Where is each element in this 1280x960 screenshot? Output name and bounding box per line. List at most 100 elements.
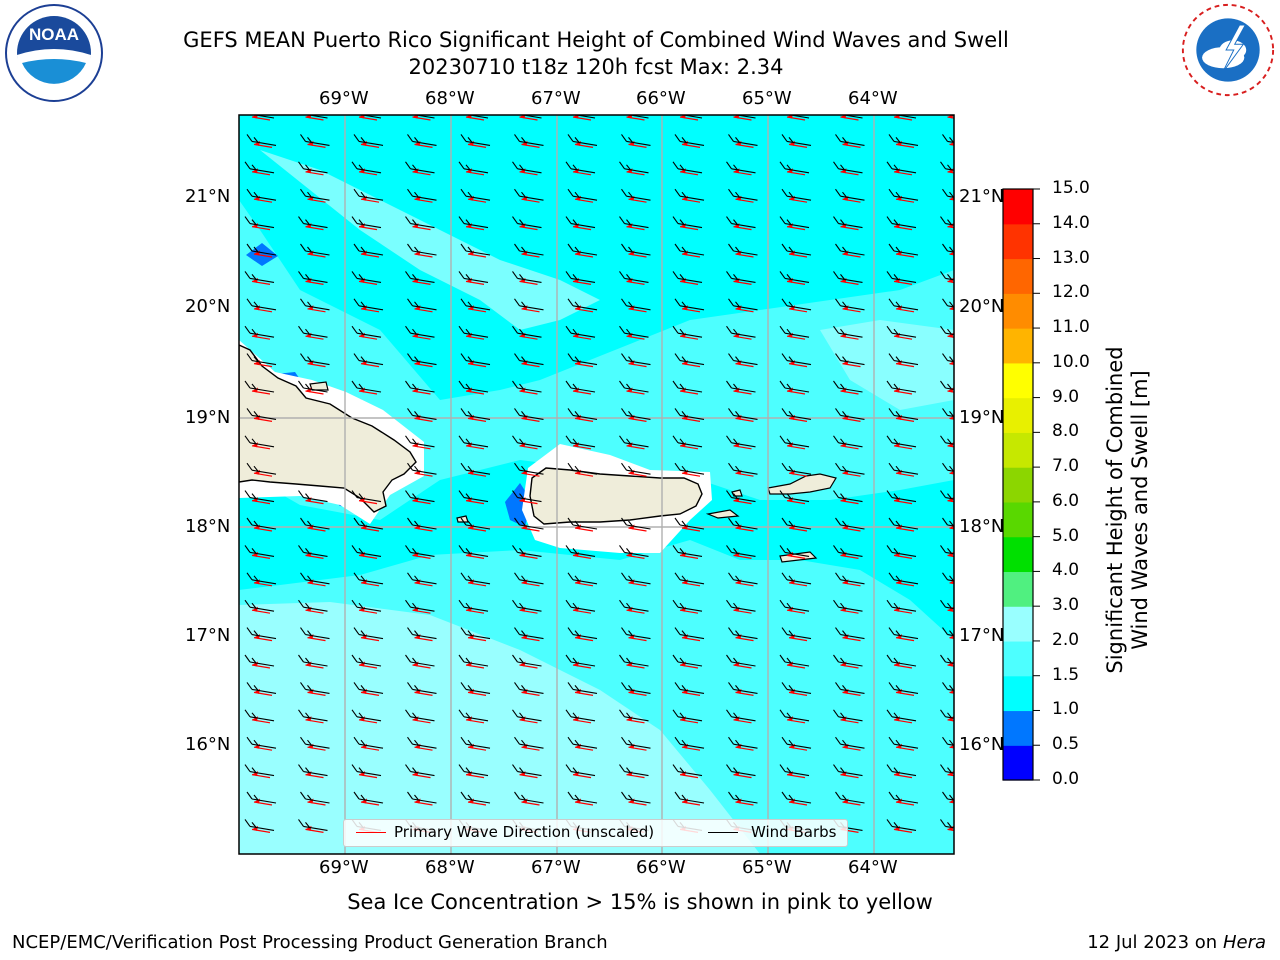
wind-barb — [565, 435, 596, 448]
wind-barb — [300, 517, 330, 530]
wind-barb — [619, 709, 649, 722]
wind-barb — [726, 599, 756, 612]
wind-barb — [779, 380, 810, 393]
wind-barb — [520, 115, 542, 119]
lon-tick-label: 67°W — [531, 857, 581, 878]
wave-direction-arrow — [626, 115, 645, 121]
footer-machine: Hera — [1222, 932, 1266, 953]
wind-barb — [407, 736, 437, 749]
wind-barb — [298, 161, 328, 174]
wind-barb — [567, 682, 598, 694]
wind-barb — [940, 216, 954, 226]
wind-barb — [407, 243, 437, 256]
wind-barb — [781, 627, 812, 640]
wind-barb — [407, 298, 437, 311]
wind-barb — [621, 517, 651, 530]
wind-barb — [888, 462, 919, 475]
wind-barb — [300, 134, 330, 146]
wind-barb-legend-line — [708, 832, 738, 833]
wind-barb — [353, 791, 384, 804]
wind-barb — [246, 462, 277, 475]
wind-barb — [573, 115, 596, 119]
wind-barb — [833, 764, 863, 777]
wave-direction-legend-line — [356, 832, 386, 833]
wind-barb — [621, 627, 651, 640]
wind-barb — [351, 490, 382, 503]
wind-barb — [405, 654, 435, 667]
wind-barb — [565, 380, 596, 393]
colorbar-tick-label: 14.0 — [1052, 212, 1090, 233]
wind-barb — [942, 188, 954, 198]
colorbar-tick-label: 1.5 — [1052, 664, 1080, 685]
wind-barb — [888, 298, 919, 311]
wind-barb — [779, 161, 810, 174]
wind-barb — [942, 517, 954, 527]
wind-barb — [512, 709, 542, 722]
wind-barb — [246, 298, 277, 311]
wind-barb — [940, 271, 954, 281]
wind-barb — [512, 764, 542, 777]
wind-barb — [680, 115, 703, 119]
land-puerto-rico — [529, 467, 703, 525]
land-virgin-islands — [767, 473, 837, 495]
wind-barb — [835, 243, 865, 256]
wind-barb — [833, 271, 863, 283]
wind-barb — [458, 325, 489, 338]
wind-barb — [353, 188, 384, 201]
wind-barb — [514, 134, 544, 146]
wind-barb — [781, 188, 812, 201]
wind-barb — [619, 271, 649, 283]
colorbar-tick-label: 0.5 — [1052, 734, 1080, 755]
wind-barb — [888, 243, 919, 256]
wind-barb — [353, 572, 384, 585]
nws-logo — [1181, 3, 1275, 97]
wind-barb — [940, 161, 954, 171]
wave-direction-arrow — [519, 115, 538, 121]
wind-barb — [246, 408, 277, 420]
wind-barb — [779, 545, 810, 557]
wind-barb — [781, 682, 812, 694]
wind-barb — [565, 216, 596, 229]
wind-barb — [940, 435, 954, 445]
lon-tick-label: 68°W — [425, 857, 475, 878]
lat-tick-label: 19°N — [185, 407, 231, 428]
colorbar-segment — [1003, 467, 1033, 503]
wind-barb — [940, 709, 954, 719]
wind-barb — [460, 134, 491, 146]
wind-barb — [300, 682, 330, 694]
wave-direction-legend-label: Primary Wave Direction (unscaled) — [394, 823, 655, 841]
wind-barb — [458, 435, 489, 448]
wind-barb — [835, 408, 865, 420]
wind-barb — [621, 243, 651, 256]
wind-barb — [888, 791, 919, 804]
wind-barb — [728, 572, 758, 585]
wind-barb — [351, 380, 382, 393]
lat-tick-label: 21°N — [959, 186, 1005, 207]
colorbar-segment — [1003, 640, 1033, 677]
wind-barb — [300, 243, 330, 256]
wind-barb — [567, 791, 598, 804]
wind-barb — [405, 325, 435, 338]
wind-barb — [674, 791, 705, 804]
wind-barb — [244, 380, 275, 393]
wind-barb — [833, 325, 863, 338]
wind-barb — [672, 435, 703, 448]
wind-barb — [835, 791, 865, 804]
wave-direction-arrow — [305, 115, 324, 121]
wind-barb — [672, 599, 703, 612]
wind-barb — [726, 654, 756, 667]
colorbar — [1003, 188, 1040, 781]
wind-barb — [886, 819, 917, 831]
wind-barb — [353, 134, 384, 146]
wind-barb — [940, 654, 954, 664]
wind-barb — [779, 216, 810, 229]
wind-barb — [351, 325, 382, 338]
wind-barb — [886, 490, 917, 503]
footer-date-text: 12 Jul 2023 on — [1087, 932, 1223, 953]
wind-barb — [886, 435, 917, 448]
wind-barb — [619, 545, 649, 557]
map-area — [239, 115, 954, 854]
wind-barb — [300, 188, 330, 201]
colorbar-segment — [1003, 745, 1033, 781]
